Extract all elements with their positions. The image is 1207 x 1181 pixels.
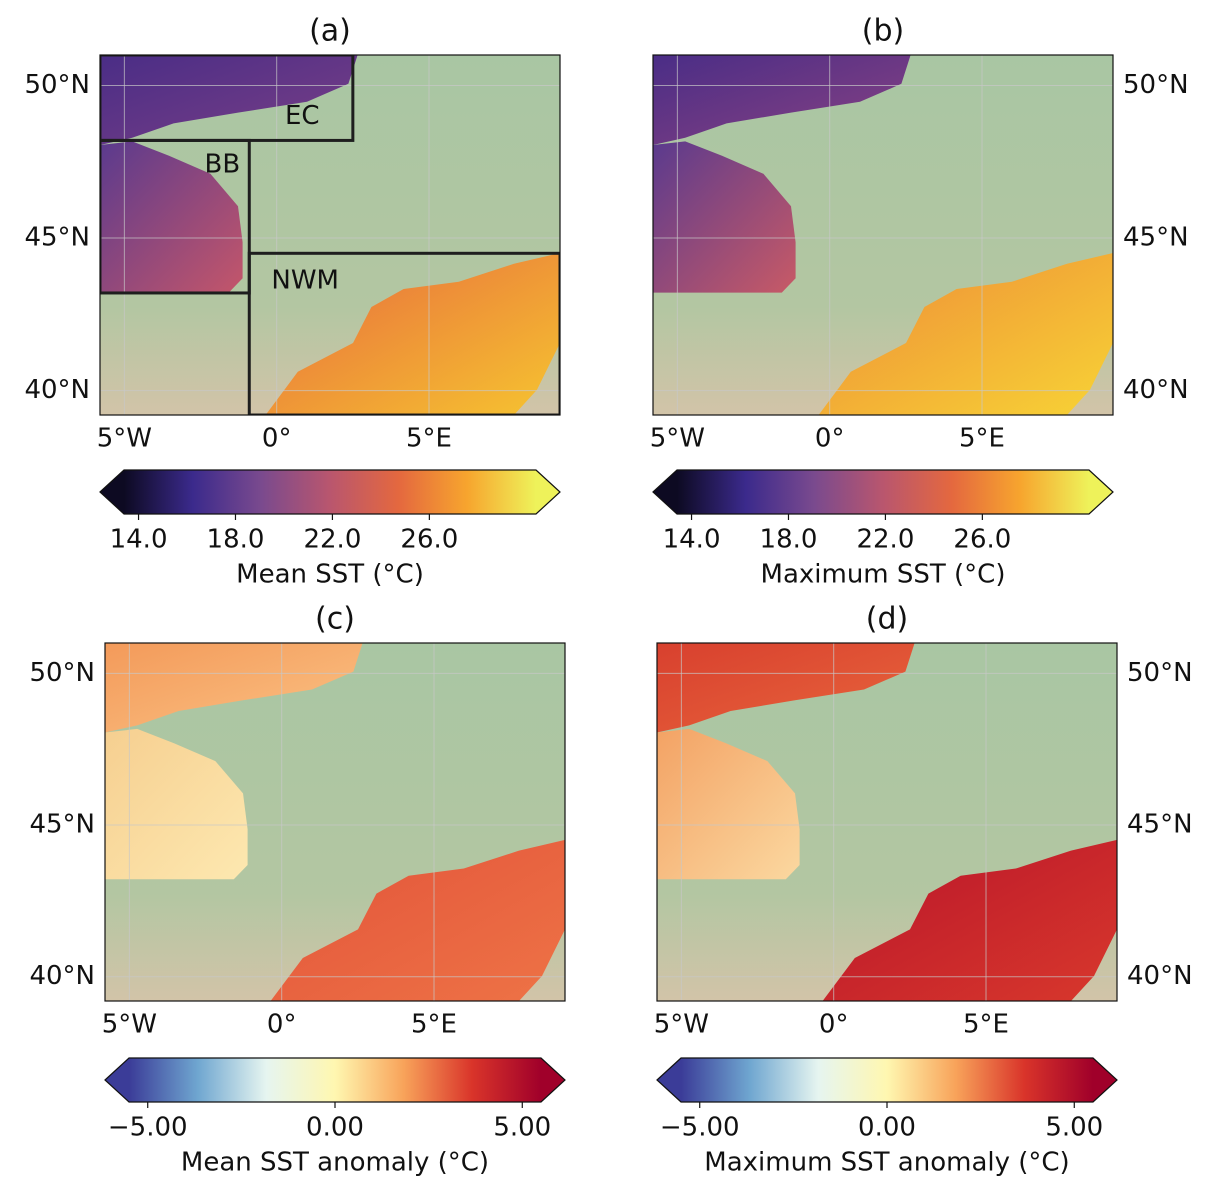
colorbar-label: Mean SST anomaly (°C) — [181, 1148, 489, 1178]
lon-tick-label: 5°W — [654, 1010, 709, 1040]
lon-tick-label: 0° — [819, 1010, 849, 1040]
colorbar-tick-label: −5.00 — [660, 1113, 740, 1143]
region-label: NWM — [271, 265, 339, 295]
lon-tick-label: 5°E — [406, 424, 452, 454]
sea-area — [270, 839, 565, 1001]
map-frame — [652, 54, 1114, 416]
lon-tick-label: 0° — [267, 1010, 297, 1040]
colorbar-label: Mean SST (°C) — [236, 560, 424, 590]
colorbar-tick-label: 0.00 — [858, 1113, 916, 1143]
lat-tick-label: 45°N — [29, 810, 95, 840]
panel-title: (d) — [866, 602, 908, 637]
colorbar — [124, 470, 536, 514]
sea-area — [653, 55, 911, 145]
colorbar-tick-label: 26.0 — [953, 525, 1011, 555]
map-frame — [99, 54, 561, 416]
region-box — [247, 251, 560, 415]
sea-area — [818, 253, 1113, 415]
lon-tick-label: 5°E — [411, 1010, 457, 1040]
map-panel: (b) 5°W 0° 5°E 40°N 45°N 50°N 14.0 18.0 22.0 26.0 M… — [650, 14, 1189, 590]
map-panel: (c) 5°W 0° 5°E 40°N 45°N 50°N −5.00 0.00 5.00Mean… — [29, 602, 566, 1178]
colorbar — [677, 470, 1089, 514]
lat-tick-label: 45°N — [1127, 810, 1193, 840]
panel-title: (c) — [315, 602, 355, 637]
colorbar-extend — [541, 1058, 565, 1102]
map — [653, 55, 1113, 415]
colorbar-extend — [100, 470, 124, 514]
sea-area — [657, 643, 915, 733]
colorbar-outline — [652, 469, 1114, 515]
lat-tick-label: 40°N — [24, 375, 90, 405]
lat-tick-label: 50°N — [24, 70, 90, 100]
colorbar-tick-label: 5.00 — [493, 1113, 551, 1143]
map-panel: (d) 5°W 0° 5°E 40°N 45°N 50°N −5.00 0.00 5.00 Maxi… — [654, 602, 1193, 1178]
colorbar-extend — [1093, 1058, 1117, 1102]
colorbar — [129, 1058, 541, 1102]
lat-tick-label: 40°N — [1123, 375, 1189, 405]
lat-tick-label: 40°N — [1127, 961, 1193, 991]
lon-tick-label: 0° — [815, 424, 845, 454]
colorbar-outline — [99, 469, 561, 515]
panel-title: (b) — [862, 14, 904, 49]
colorbar-label: Maximum SST (°C) — [761, 560, 1006, 590]
lon-tick-label: 5°W — [650, 424, 705, 454]
colorbar-tick-label: 0.00 — [306, 1113, 364, 1143]
sea-area — [100, 141, 243, 293]
lon-tick-label: 5°W — [102, 1010, 157, 1040]
colorbar-label: Maximum SST anomaly (°C) — [704, 1148, 1069, 1178]
lat-tick-label: 40°N — [29, 961, 95, 991]
lon-tick-label: 0° — [262, 424, 292, 454]
map-panel: (a) 5°W 0° 5°E 40°N 45°N 50°N EC BB NWM 14.0 18.0 22… — [24, 14, 561, 590]
sea-area — [822, 839, 1117, 1001]
map — [105, 643, 565, 1001]
colorbar-tick-label: 5.00 — [1045, 1113, 1103, 1143]
colorbar-tick-label: 26.0 — [400, 525, 458, 555]
colorbar-outline — [104, 1057, 566, 1103]
sea-area — [100, 55, 358, 145]
colorbar-tick-label: 14.0 — [663, 525, 721, 555]
lat-tick-label: 45°N — [24, 223, 90, 253]
map — [657, 643, 1117, 1001]
colorbar-tick-label: 22.0 — [303, 525, 361, 555]
region-label: BB — [205, 149, 241, 179]
region-box — [100, 138, 251, 295]
sea-area — [653, 141, 796, 293]
sea-area — [105, 728, 248, 880]
colorbar-extend — [105, 1058, 129, 1102]
colorbar-outline — [656, 1057, 1118, 1103]
lon-tick-label: 5°E — [963, 1010, 1009, 1040]
map — [100, 55, 560, 415]
colorbar-tick-label: 18.0 — [760, 525, 818, 555]
lon-tick-label: 5°E — [959, 424, 1005, 454]
colorbar-tick-label: 18.0 — [207, 525, 265, 555]
map-frame — [656, 642, 1118, 1002]
map-frame — [104, 642, 566, 1002]
lat-tick-label: 45°N — [1123, 223, 1189, 253]
sea-area — [265, 253, 560, 415]
colorbar-extend — [536, 470, 560, 514]
lat-tick-label: 50°N — [29, 658, 95, 688]
lat-tick-label: 50°N — [1123, 70, 1189, 100]
sea-area — [657, 728, 800, 880]
lon-tick-label: 5°W — [97, 424, 152, 454]
colorbar-extend — [1089, 470, 1113, 514]
panel-title: (a) — [309, 14, 351, 49]
lat-tick-label: 50°N — [1127, 658, 1193, 688]
colorbar-tick-label: 22.0 — [856, 525, 914, 555]
colorbar-extend — [657, 1058, 681, 1102]
colorbar — [681, 1058, 1093, 1102]
colorbar-tick-label: −5.00 — [108, 1113, 188, 1143]
colorbar-extend — [653, 470, 677, 514]
sea-area — [105, 643, 363, 733]
colorbar-tick-label: 14.0 — [110, 525, 168, 555]
region-label: EC — [285, 101, 320, 131]
